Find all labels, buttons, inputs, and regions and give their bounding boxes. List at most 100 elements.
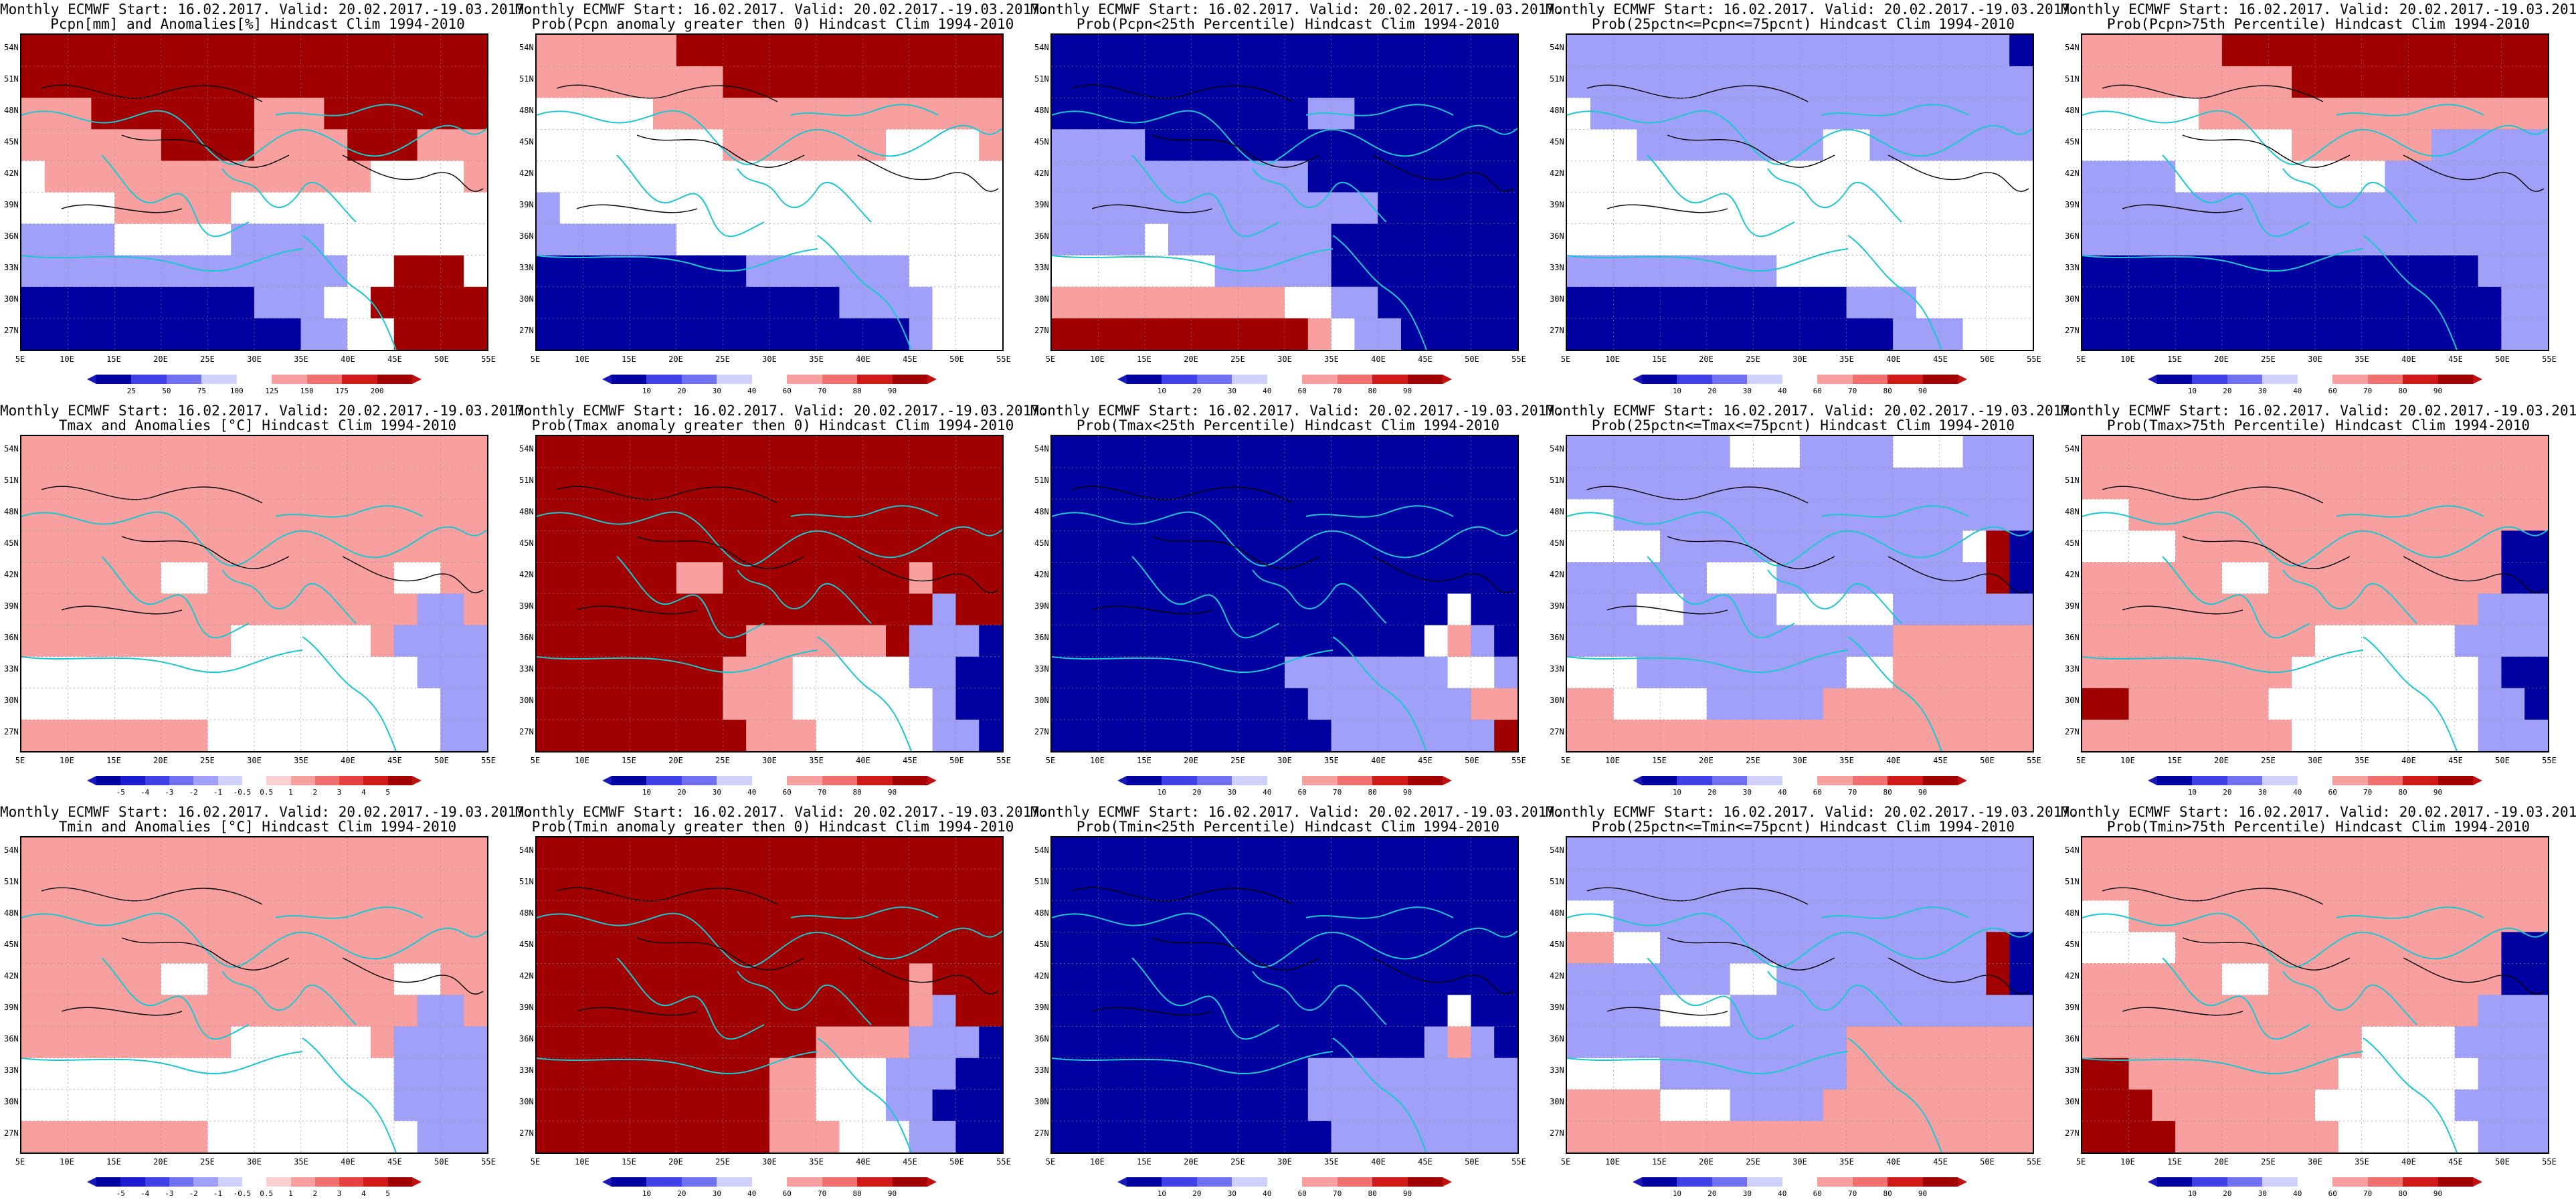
colorbar-ticks: 10 20 30 40 60 70 80 90 — [1117, 788, 1452, 799]
field-cell — [886, 1058, 910, 1090]
contour-line — [2182, 536, 2351, 569]
field-cell — [1471, 625, 1495, 658]
field-cell — [21, 35, 45, 68]
field-cell — [886, 1089, 910, 1122]
field-cell — [559, 963, 584, 996]
field-cell — [839, 318, 864, 350]
field-cell — [417, 593, 442, 626]
field-cell — [68, 318, 92, 350]
field-cell — [606, 1120, 631, 1152]
colorbar — [87, 776, 422, 785]
coastline — [21, 649, 303, 673]
field-cell — [1378, 530, 1402, 563]
field-cell — [676, 66, 701, 99]
field-cell — [2245, 98, 2270, 130]
field-cell — [2152, 468, 2177, 500]
field-cell — [2221, 1058, 2246, 1090]
field-cell — [138, 223, 162, 256]
lon-label: 30E — [1792, 1157, 1807, 1167]
colorbar-segment — [201, 375, 237, 384]
contour-line — [121, 536, 290, 569]
field-cell — [1939, 995, 1964, 1027]
field-cell — [2009, 869, 2033, 902]
contour-line — [1372, 957, 1514, 995]
field-cell — [1869, 869, 1894, 902]
lat-label: 39N — [4, 601, 19, 611]
field-cell — [1238, 593, 1263, 626]
field-cell — [1261, 995, 1285, 1027]
field-cell — [2454, 688, 2479, 720]
field-cell — [2524, 1026, 2548, 1059]
field-cell — [91, 223, 116, 256]
field-cell — [207, 900, 232, 933]
field-cell — [21, 837, 45, 870]
field-cell — [1098, 1120, 1123, 1152]
field-cell — [932, 286, 957, 319]
lat-label: 51N — [1550, 877, 1564, 886]
field-cell — [2454, 1026, 2479, 1059]
field-cell — [2408, 436, 2432, 469]
colorbar-segment — [1267, 375, 1303, 384]
lon-label: 30E — [247, 756, 262, 765]
field-cell — [746, 1089, 770, 1122]
field-cell — [1916, 223, 1940, 256]
field-cell — [231, 837, 255, 870]
field-cell — [2408, 963, 2432, 996]
field-cell — [676, 35, 701, 68]
field-cell — [839, 688, 864, 720]
lon-label: 15E — [1652, 1157, 1667, 1167]
field-cell — [792, 656, 817, 689]
field-cell — [2128, 656, 2153, 689]
field-cell — [630, 35, 654, 68]
field-cell — [583, 286, 608, 319]
colorbar-tick-label: 60 — [1813, 387, 1822, 395]
field-cell — [676, 1089, 701, 1122]
colorbar-tick-label: 20 — [677, 1189, 686, 1198]
field-cell — [886, 499, 910, 532]
field-cell — [1660, 1120, 1684, 1152]
colorbar-cap-left — [2148, 1177, 2157, 1187]
field-cell — [932, 318, 957, 350]
field-cell — [1962, 562, 1987, 595]
field-cell — [2338, 656, 2363, 689]
field-cell — [1613, 900, 1638, 933]
lon-label: 45E — [387, 355, 402, 364]
field-cell — [300, 1026, 325, 1059]
lon-label: 20E — [153, 355, 168, 364]
colorbar-segment — [646, 776, 682, 785]
lon-label: 25E — [2261, 756, 2276, 765]
field-cell — [1075, 468, 1099, 500]
field-cell — [2478, 66, 2502, 99]
field-cell — [2082, 562, 2106, 595]
field-cell — [1869, 963, 1894, 996]
field-cell — [417, 286, 442, 319]
field-cell — [231, 1089, 255, 1122]
field-cell — [2478, 223, 2502, 256]
field-cell — [653, 593, 677, 626]
field-cell — [1590, 436, 1615, 469]
field-cell — [955, 98, 980, 130]
field-cell — [2292, 900, 2316, 933]
lon-label: 45E — [1418, 1157, 1433, 1167]
field-cell — [955, 656, 980, 689]
field-cell — [1401, 1120, 1425, 1152]
field-cell — [1191, 869, 1216, 902]
field-cell — [769, 688, 794, 720]
field-cell — [1307, 593, 1332, 626]
field-cell — [909, 223, 933, 256]
map-field — [1566, 836, 2034, 1154]
field-cell — [2245, 499, 2270, 532]
lon-label: 50E — [1465, 756, 1479, 765]
field-cell — [1660, 1026, 1684, 1059]
field-cell — [1307, 869, 1332, 902]
field-cell — [769, 869, 794, 902]
field-cell — [114, 963, 139, 996]
field-cell — [932, 1026, 957, 1059]
field-cell — [816, 192, 840, 225]
colorbar-segment — [1642, 1177, 1677, 1187]
field-cell — [254, 35, 278, 68]
colorbar-tick-label: 30 — [1227, 1189, 1236, 1198]
field-cell — [2009, 995, 2033, 1027]
field-cell — [347, 1058, 371, 1090]
field-cell — [2245, 468, 2270, 500]
